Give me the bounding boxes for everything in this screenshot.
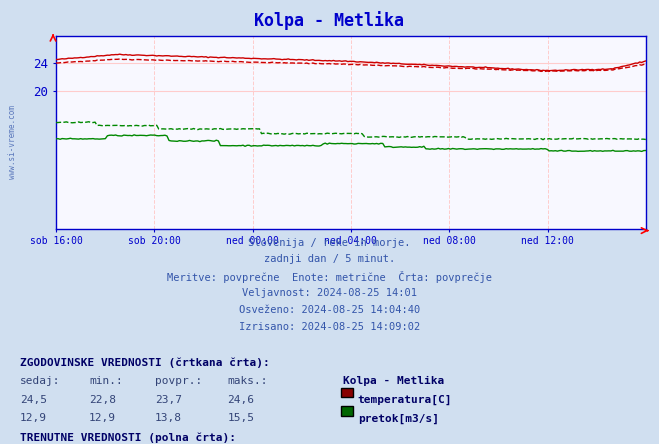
- Text: 23,7: 23,7: [155, 395, 182, 405]
- Text: 12,9: 12,9: [89, 413, 116, 424]
- Text: 22,8: 22,8: [89, 395, 116, 405]
- Text: Slovenija / reke in morje.: Slovenija / reke in morje.: [248, 238, 411, 248]
- Text: Osveženo: 2024-08-25 14:04:40: Osveženo: 2024-08-25 14:04:40: [239, 305, 420, 315]
- Text: www.si-vreme.com: www.si-vreme.com: [8, 105, 17, 179]
- Text: 15,5: 15,5: [227, 413, 254, 424]
- Text: Veljavnost: 2024-08-25 14:01: Veljavnost: 2024-08-25 14:01: [242, 288, 417, 298]
- Text: zadnji dan / 5 minut.: zadnji dan / 5 minut.: [264, 254, 395, 265]
- Text: povpr.:: povpr.:: [155, 376, 202, 386]
- Text: 24,5: 24,5: [20, 395, 47, 405]
- Text: 13,8: 13,8: [155, 413, 182, 424]
- Text: pretok[m3/s]: pretok[m3/s]: [358, 413, 439, 424]
- Text: 24,6: 24,6: [227, 395, 254, 405]
- Text: temperatura[C]: temperatura[C]: [358, 395, 452, 405]
- Text: TRENUTNE VREDNOSTI (polna črta):: TRENUTNE VREDNOSTI (polna črta):: [20, 432, 236, 443]
- Text: Meritve: povprečne  Enote: metrične  Črta: povprečje: Meritve: povprečne Enote: metrične Črta:…: [167, 271, 492, 283]
- Text: sedaj:: sedaj:: [20, 376, 60, 386]
- Text: Kolpa - Metlika: Kolpa - Metlika: [343, 376, 444, 386]
- Text: min.:: min.:: [89, 376, 123, 386]
- Text: Izrisano: 2024-08-25 14:09:02: Izrisano: 2024-08-25 14:09:02: [239, 322, 420, 332]
- Text: Kolpa - Metlika: Kolpa - Metlika: [254, 11, 405, 30]
- Text: 12,9: 12,9: [20, 413, 47, 424]
- Text: ZGODOVINSKE VREDNOSTI (črtkana črta):: ZGODOVINSKE VREDNOSTI (črtkana črta):: [20, 357, 270, 368]
- Text: maks.:: maks.:: [227, 376, 268, 386]
